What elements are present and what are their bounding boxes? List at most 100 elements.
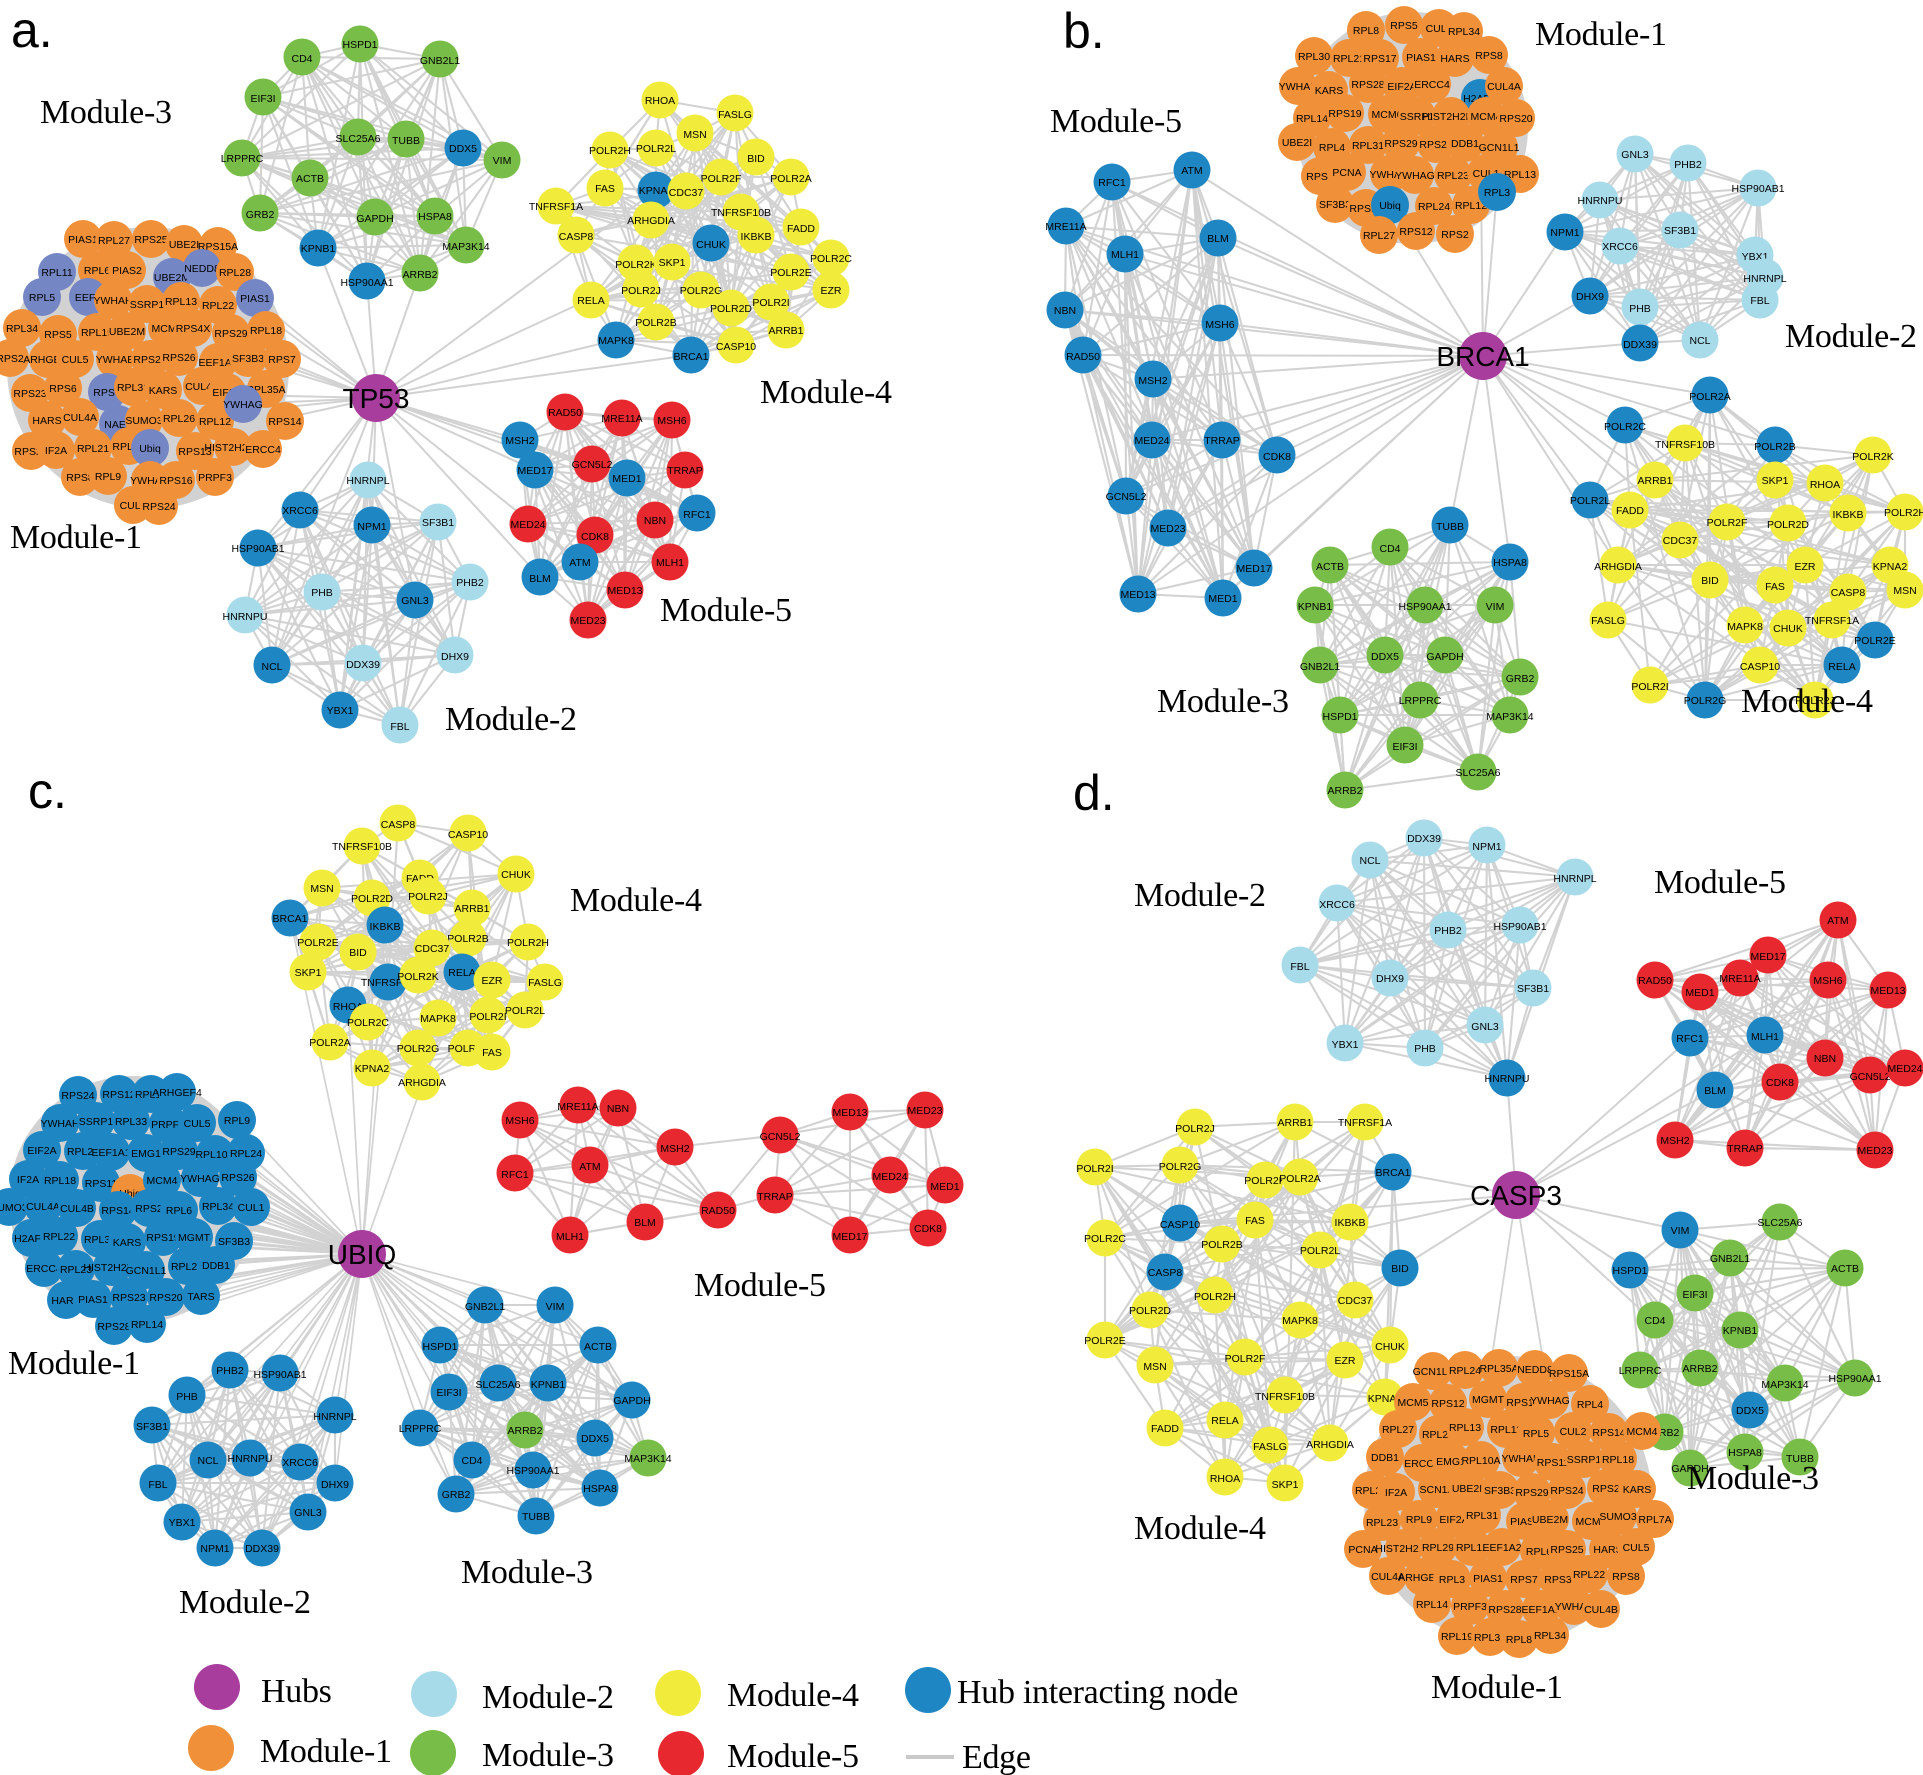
svg-text:Module-5: Module-5: [1050, 103, 1182, 140]
svg-text:KPNB1: KPNB1: [531, 1379, 566, 1391]
svg-text:DDX5: DDX5: [581, 1433, 609, 1445]
svg-text:PRPF3: PRPF3: [1453, 1601, 1487, 1613]
svg-text:MCM4: MCM4: [1627, 1426, 1658, 1438]
svg-text:CDK8: CDK8: [914, 1223, 942, 1235]
svg-text:FASLG: FASLG: [1591, 615, 1625, 627]
svg-text:NCL: NCL: [197, 1455, 218, 1467]
svg-text:RPS7: RPS7: [268, 354, 296, 366]
svg-text:RPL14: RPL14: [1296, 113, 1328, 125]
svg-text:POLR2J: POLR2J: [1175, 1123, 1215, 1135]
svg-text:MSH6: MSH6: [505, 1115, 534, 1127]
svg-text:TNFRSF1A: TNFRSF1A: [1338, 1117, 1392, 1129]
svg-text:POLR2C: POLR2C: [347, 1017, 389, 1029]
svg-text:RPS25: RPS25: [1550, 1544, 1583, 1556]
svg-text:Module-3: Module-3: [40, 94, 172, 131]
svg-text:EMG1: EMG1: [1436, 1456, 1466, 1468]
svg-text:Module-1: Module-1: [1535, 16, 1667, 53]
svg-text:RPL26: RPL26: [163, 413, 195, 425]
svg-text:CDC37: CDC37: [1338, 1295, 1373, 1307]
svg-text:RPS29: RPS29: [1384, 138, 1417, 150]
svg-text:Module-5: Module-5: [727, 1738, 859, 1775]
svg-text:PHB2: PHB2: [1434, 925, 1462, 937]
svg-text:KARS: KARS: [149, 385, 178, 397]
svg-text:EIF3I: EIF3I: [1392, 741, 1417, 753]
svg-text:BID: BID: [1701, 575, 1719, 587]
svg-text:XRCC6: XRCC6: [1319, 899, 1355, 911]
svg-text:MSH2: MSH2: [660, 1143, 689, 1155]
svg-text:DDX39: DDX39: [1407, 833, 1441, 845]
svg-text:RPL27: RPL27: [1382, 1424, 1414, 1436]
svg-text:RPS26: RPS26: [221, 1172, 254, 1184]
svg-text:RPL27: RPL27: [98, 235, 130, 247]
svg-text:RAD50: RAD50: [701, 1205, 735, 1217]
svg-text:KARS: KARS: [1315, 85, 1344, 97]
svg-text:POLR2A: POLR2A: [1689, 391, 1730, 403]
svg-text:POLR2H: POLR2H: [1194, 1291, 1236, 1303]
svg-text:BLM: BLM: [1207, 233, 1229, 245]
svg-text:POLR2D: POLR2D: [710, 303, 752, 315]
svg-text:MSH2: MSH2: [505, 435, 534, 447]
svg-text:BRCA1: BRCA1: [673, 351, 708, 363]
svg-text:ARRB1: ARRB1: [454, 903, 489, 915]
svg-text:MAP3K14: MAP3K14: [624, 1453, 671, 1465]
svg-text:GAPDH: GAPDH: [1671, 1463, 1708, 1475]
svg-text:FASLG: FASLG: [528, 977, 562, 989]
svg-text:POLR2B: POLR2B: [1201, 1239, 1242, 1251]
svg-text:POLR2A: POLR2A: [1279, 1173, 1320, 1185]
svg-text:RPS19: RPS19: [146, 1232, 179, 1244]
svg-text:HSP90AA1: HSP90AA1: [340, 277, 393, 289]
svg-text:RPS19: RPS19: [1328, 108, 1361, 120]
svg-text:POLR2F: POLR2F: [1707, 517, 1748, 529]
svg-text:CASP8: CASP8: [1831, 587, 1866, 599]
svg-text:PIAS2: PIAS2: [112, 265, 142, 277]
svg-text:ERCC4: ERCC4: [1414, 79, 1450, 91]
svg-text:GRB2: GRB2: [1506, 673, 1535, 685]
svg-text:RPL22: RPL22: [1573, 1569, 1605, 1581]
svg-text:RPS5: RPS5: [44, 329, 72, 341]
svg-text:MGMT: MGMT: [178, 1232, 211, 1244]
svg-text:MCM4: MCM4: [1471, 111, 1502, 123]
svg-text:HSPD1: HSPD1: [1612, 1265, 1647, 1277]
svg-text:MAP3K14: MAP3K14: [1486, 711, 1533, 723]
svg-text:Module-2: Module-2: [445, 701, 577, 738]
svg-text:SF3B3: SF3B3: [232, 353, 264, 365]
svg-text:Edge: Edge: [962, 1739, 1031, 1775]
svg-text:ARRB1: ARRB1: [1277, 1117, 1312, 1129]
svg-text:YBX1: YBX1: [1332, 1039, 1359, 1051]
svg-text:YWHAG: YWHAG: [1395, 170, 1435, 182]
svg-text:SF3B1: SF3B1: [136, 1421, 168, 1433]
svg-text:SLC25A6: SLC25A6: [336, 133, 381, 145]
svg-text:MCM6: MCM6: [1576, 1516, 1607, 1528]
svg-text:SSRP1: SSRP1: [1400, 111, 1435, 123]
svg-text:ARHGEF4: ARHGEF4: [152, 1087, 202, 1099]
svg-text:CDC37: CDC37: [1663, 535, 1698, 547]
svg-text:NPM1: NPM1: [1550, 227, 1579, 239]
svg-text:GNL3: GNL3: [401, 595, 429, 607]
svg-text:RPS2: RPS2: [135, 1203, 163, 1215]
svg-text:CASP8: CASP8: [381, 819, 416, 831]
svg-text:RHOA: RHOA: [1810, 479, 1840, 491]
svg-text:XRCC6: XRCC6: [1602, 241, 1638, 253]
svg-text:GNB2L1: GNB2L1: [1710, 1253, 1750, 1265]
svg-text:EIF3I: EIF3I: [250, 93, 275, 105]
svg-text:NPM1: NPM1: [1472, 841, 1501, 853]
svg-text:Module-3: Module-3: [1687, 1460, 1819, 1497]
svg-text:RFC1: RFC1: [1676, 1033, 1704, 1045]
svg-text:FBL: FBL: [1290, 961, 1309, 973]
svg-text:RPS5: RPS5: [1390, 20, 1418, 32]
svg-text:MED24: MED24: [872, 1171, 907, 1183]
svg-text:RPS29: RPS29: [214, 328, 247, 340]
svg-text:RPL11: RPL11: [41, 267, 72, 279]
svg-text:IF2A: IF2A: [1385, 1487, 1407, 1499]
svg-text:RPL34: RPL34: [1534, 1630, 1566, 1642]
svg-text:RPS28: RPS28: [1488, 1604, 1521, 1616]
svg-text:SF3B1: SF3B1: [1664, 225, 1696, 237]
svg-text:CASP10: CASP10: [716, 341, 756, 353]
svg-text:VIM: VIM: [493, 155, 512, 167]
svg-text:Module-2: Module-2: [179, 1584, 311, 1621]
svg-text:TRRAP: TRRAP: [757, 1191, 793, 1203]
svg-text:MLH1: MLH1: [556, 1231, 584, 1243]
svg-text:HSP90AA1: HSP90AA1: [1398, 601, 1451, 613]
svg-text:HSP90AB1: HSP90AB1: [1731, 183, 1784, 195]
svg-text:GNL3: GNL3: [1621, 149, 1649, 161]
